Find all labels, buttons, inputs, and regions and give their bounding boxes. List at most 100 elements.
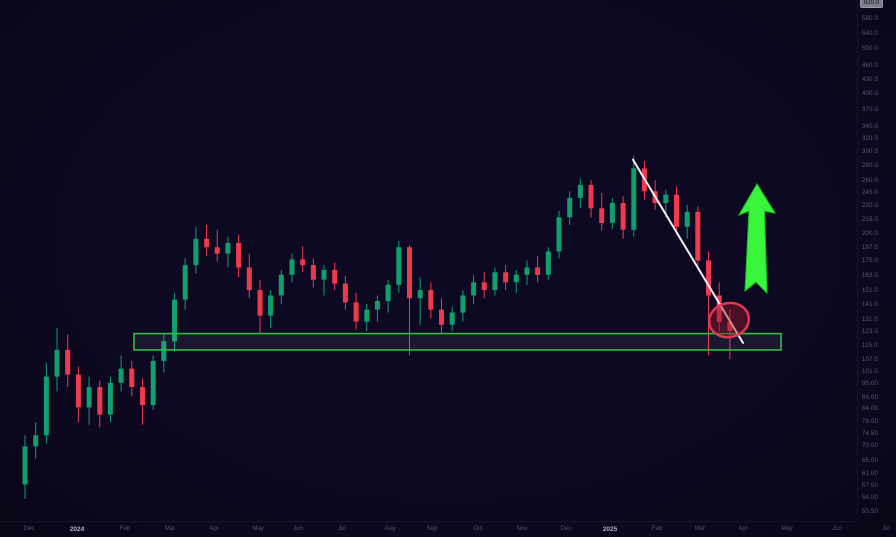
time-axis-month-label: Apr (209, 526, 219, 532)
time-axis[interactable]: Dec 2024 Feb Mar Apr May Jun Jul Aug Sep Oct Nov Dec… (0, 521, 890, 537)
time-axis-month-label: Sep (426, 526, 438, 532)
time-axis-month-label: Aug (384, 526, 396, 532)
candle-body (374, 301, 380, 310)
candle-body (385, 284, 391, 301)
price-axis-label: 123.0 (862, 329, 879, 336)
candle-body (674, 194, 679, 227)
candle-body (684, 211, 690, 227)
price-axis-label: 141.0 (862, 301, 879, 308)
candle-body (556, 217, 562, 252)
price-axis-label: 215.0 (862, 216, 879, 223)
price-axis-label: 50.50 (862, 508, 879, 515)
candle-body (300, 259, 306, 266)
candlestick-chart-canvas (22, 155, 782, 499)
candle-body (172, 299, 177, 342)
price-axis-label: 101.0 (862, 369, 879, 376)
candle-body (22, 446, 28, 485)
candle-body (706, 260, 711, 296)
candle-body (75, 374, 81, 408)
candle-body (567, 197, 573, 218)
candle-body (439, 309, 444, 325)
price-axis-label: 61.00 (862, 470, 879, 477)
descending-trendline[interactable] (632, 158, 744, 344)
candle-body (225, 242, 231, 254)
candle-body (577, 184, 583, 198)
price-axis-label: 79.00 (862, 418, 879, 425)
candle-body (107, 382, 113, 415)
candle-body (118, 368, 124, 383)
candle-body (449, 312, 455, 325)
time-axis-month-label: Jun (832, 526, 842, 532)
price-axis-label: 580.0 (862, 16, 879, 23)
candle-body (268, 295, 274, 316)
candle-body (727, 321, 733, 332)
price-axis[interactable]: 620.0 580.0 540.0 500.0 460.0 430.0 400.0 370.… (857, 0, 896, 521)
breakdown-circle-annotation[interactable] (706, 299, 752, 341)
time-axis-month-label: Dec (560, 526, 572, 532)
price-axis-label: 89.00 (862, 394, 879, 401)
price-axis-label: 175.0 (862, 258, 879, 265)
price-scale-tag: 620.0 (860, 0, 884, 8)
time-axis-month-label: Mar (694, 526, 706, 532)
price-axis-label: 245.0 (862, 190, 879, 197)
price-axis-label: 260.0 (862, 178, 879, 185)
candle-body (524, 267, 530, 275)
time-axis-year-label: 2024 (69, 526, 85, 533)
bullish-up-arrow-annotation[interactable] (737, 183, 777, 295)
time-axis-month-label: May (252, 526, 264, 532)
time-axis-month-label: Dec (23, 526, 35, 532)
candle-body (545, 251, 551, 275)
candle-body (246, 267, 252, 291)
candle-body (460, 295, 466, 313)
price-axis-label: 70.00 (862, 443, 879, 449)
price-axis-label: 300.0 (862, 149, 879, 156)
candle-body (257, 290, 263, 316)
time-axis-month-label: Nov (516, 526, 528, 532)
candle-body (161, 341, 167, 361)
price-axis-label: 280.0 (862, 163, 879, 170)
candle-body (86, 387, 92, 408)
candle-body (716, 295, 722, 322)
candle-body (503, 272, 509, 283)
candle-body (129, 368, 135, 387)
time-axis-month-label: Oct (473, 526, 483, 532)
candle-body (535, 267, 541, 275)
chart-plot-area[interactable] (0, 0, 857, 521)
price-axis-label: 400.0 (862, 91, 879, 98)
candle-body (353, 302, 359, 322)
price-axis-label: 230.0 (862, 203, 879, 209)
time-axis-month-label: Mar (164, 526, 176, 532)
candle-body (97, 387, 103, 415)
price-axis-label: 131.0 (862, 316, 879, 323)
candle-body (599, 208, 605, 223)
candle-body (396, 247, 402, 285)
time-axis-year-label: 2025 (602, 526, 618, 533)
candle-body (513, 274, 519, 283)
time-axis-month-label: May (781, 526, 793, 532)
candle-body (407, 247, 412, 299)
price-axis-label: 74.50 (862, 430, 879, 437)
support-zone-rectangle[interactable] (133, 332, 782, 351)
price-axis-label: 340.0 (862, 124, 879, 131)
time-axis-month-label: Feb (651, 526, 663, 532)
candle-body (471, 282, 477, 296)
candlestick-series (22, 155, 733, 499)
price-axis-label: 54.00 (862, 495, 879, 502)
candle-body (620, 203, 626, 230)
candle-body (342, 283, 348, 303)
candle-body (310, 265, 316, 280)
candle-body (214, 247, 220, 254)
time-axis-month-label: Jul (338, 526, 346, 532)
price-axis-label: 320.0 (862, 136, 879, 143)
candle-body (33, 435, 39, 447)
price-axis-label: 200.0 (862, 231, 879, 238)
price-axis-label: 540.0 (862, 30, 879, 37)
candle-body (481, 282, 487, 291)
candle-body (65, 349, 71, 375)
candle-body (321, 269, 327, 280)
candle-body (492, 272, 498, 291)
candle-body (289, 259, 295, 275)
candle-body (140, 387, 145, 405)
price-axis-label: 370.0 (862, 107, 879, 114)
